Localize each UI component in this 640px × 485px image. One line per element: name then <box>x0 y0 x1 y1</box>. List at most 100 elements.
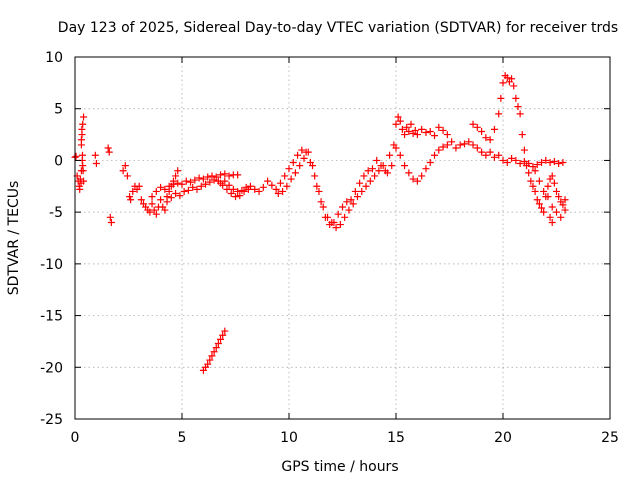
data-point <box>349 200 357 208</box>
data-point <box>508 154 516 162</box>
axis-ticks: 0 5 10 15 20 25 -25 -20 -15 -10 -5 0 5 10 <box>40 50 619 446</box>
data-point <box>72 152 80 160</box>
data-point <box>553 208 560 216</box>
data-point <box>105 148 113 156</box>
data-point <box>172 172 180 180</box>
data-point <box>426 158 434 166</box>
data-point <box>219 331 227 339</box>
data-point <box>443 141 451 149</box>
data-point <box>137 196 145 204</box>
data-point <box>123 172 131 180</box>
data-point <box>555 160 563 168</box>
data-point <box>548 218 556 226</box>
data-point <box>106 213 114 221</box>
data-point <box>150 206 158 214</box>
data-point <box>503 74 511 82</box>
data-point <box>298 146 306 154</box>
data-point <box>411 126 419 134</box>
data-point <box>497 94 505 102</box>
data-point <box>217 335 225 343</box>
data-point <box>426 127 434 135</box>
data-point <box>242 183 250 191</box>
data-point <box>403 123 411 131</box>
data-point <box>232 193 239 201</box>
data-point <box>304 148 312 156</box>
data-point <box>544 193 552 201</box>
data-point <box>311 172 319 180</box>
data-point <box>276 179 284 187</box>
x-tick-label: 20 <box>494 430 512 446</box>
data-point <box>490 125 498 133</box>
data-point <box>559 158 567 166</box>
data-point <box>431 132 439 140</box>
data-point <box>358 187 366 195</box>
grid-layer <box>75 57 610 419</box>
data-point <box>152 187 160 195</box>
data-point <box>405 169 413 177</box>
data-point <box>422 129 430 137</box>
data-point <box>77 136 85 144</box>
y-tick-label: -25 <box>40 412 63 428</box>
data-point <box>148 200 156 208</box>
data-point <box>92 160 100 168</box>
data-point <box>443 131 451 139</box>
data-point <box>319 203 327 211</box>
data-point <box>204 173 212 181</box>
data-point <box>469 120 477 128</box>
data-point <box>512 94 520 102</box>
data-point <box>482 151 490 159</box>
data-point <box>78 125 86 133</box>
data-point <box>129 187 137 195</box>
data-point <box>255 187 263 195</box>
data-point <box>555 193 563 201</box>
data-point <box>208 352 216 360</box>
data-point <box>191 176 199 184</box>
data-point <box>195 174 203 182</box>
data-point <box>107 218 115 226</box>
data-point <box>473 144 481 152</box>
data-point <box>80 113 88 121</box>
data-point <box>535 177 543 185</box>
data-point <box>540 187 548 195</box>
data-point <box>77 179 85 187</box>
data-point <box>339 203 346 211</box>
data-point <box>274 190 282 198</box>
data-point <box>79 120 87 128</box>
data-point <box>119 167 127 175</box>
data-point <box>91 151 99 159</box>
data-point <box>548 203 556 211</box>
data-point <box>364 167 372 175</box>
data-point <box>418 172 426 180</box>
y-tick-label: 0 <box>54 153 63 169</box>
data-point <box>407 120 415 128</box>
data-point <box>204 360 212 368</box>
data-point <box>435 146 443 154</box>
data-point <box>294 151 302 159</box>
data-point <box>221 327 229 335</box>
data-point <box>300 154 308 162</box>
data-point <box>259 183 267 191</box>
data-point <box>197 182 205 190</box>
data-point <box>362 182 370 190</box>
data-point <box>520 146 528 154</box>
data-point <box>76 185 84 193</box>
chart-title: Day 123 of 2025, Sidereal Day-to-day VTE… <box>58 20 618 36</box>
data-point <box>289 158 297 166</box>
data-point <box>478 148 486 156</box>
data-point <box>452 144 460 152</box>
data-point <box>78 151 86 159</box>
y-tick-label: -15 <box>40 309 63 325</box>
data-point <box>525 169 533 177</box>
data-point <box>368 165 376 173</box>
data-point <box>148 193 156 201</box>
data-point <box>208 172 216 180</box>
data-point <box>184 186 192 194</box>
data-point <box>527 177 535 185</box>
data-point <box>435 123 443 131</box>
data-point <box>439 143 447 151</box>
data-point <box>210 176 218 184</box>
data-point <box>503 158 511 166</box>
data-point <box>121 162 129 170</box>
